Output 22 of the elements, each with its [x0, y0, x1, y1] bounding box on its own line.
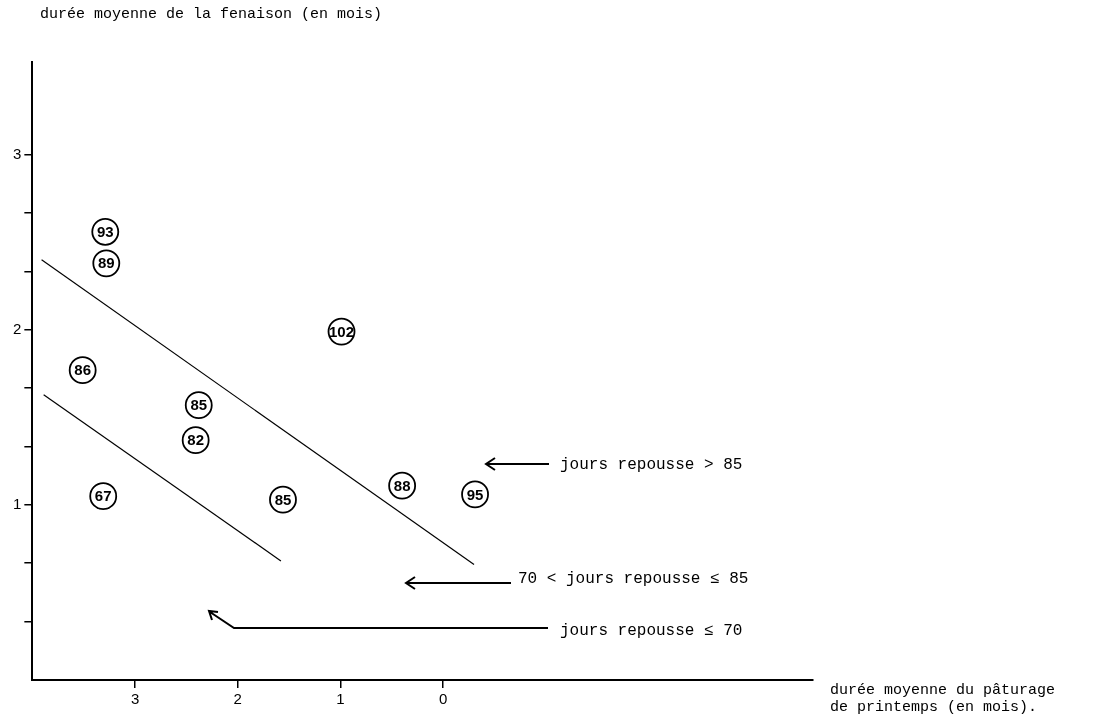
- annotation: 93: [96, 222, 114, 240]
- annotation: 102: [329, 322, 355, 340]
- x-tick-label: 2: [233, 690, 242, 708]
- x-tick-label: 3: [130, 690, 140, 708]
- x-tick-label: 0: [439, 690, 448, 708]
- annotation: 82: [187, 431, 205, 449]
- annotation: 95: [466, 485, 484, 503]
- annotation: 89: [97, 254, 115, 272]
- y-tick-label: 3: [13, 144, 22, 162]
- annotation: 85: [190, 396, 208, 414]
- annotation: 88: [393, 476, 411, 494]
- annotation: 86: [74, 361, 92, 379]
- annotation: 70 < jours repousse ≤ 85: [518, 570, 749, 588]
- annotation: 85: [274, 490, 292, 508]
- y-tick-label: 2: [13, 320, 22, 337]
- y-tick-label: 1: [13, 495, 22, 513]
- annotation: jours repousse > 85: [560, 456, 743, 474]
- x-tick-label: 1: [336, 690, 345, 708]
- annotation: 67: [94, 487, 112, 505]
- x-axis-title: durée moyenne du pâturage de printemps (en mois).: [830, 682, 1057, 716]
- annotation: jours repousse ≤ 70: [560, 622, 743, 640]
- y-axis-title: durée moyenne de la fenaison (en mois): [40, 6, 383, 23]
